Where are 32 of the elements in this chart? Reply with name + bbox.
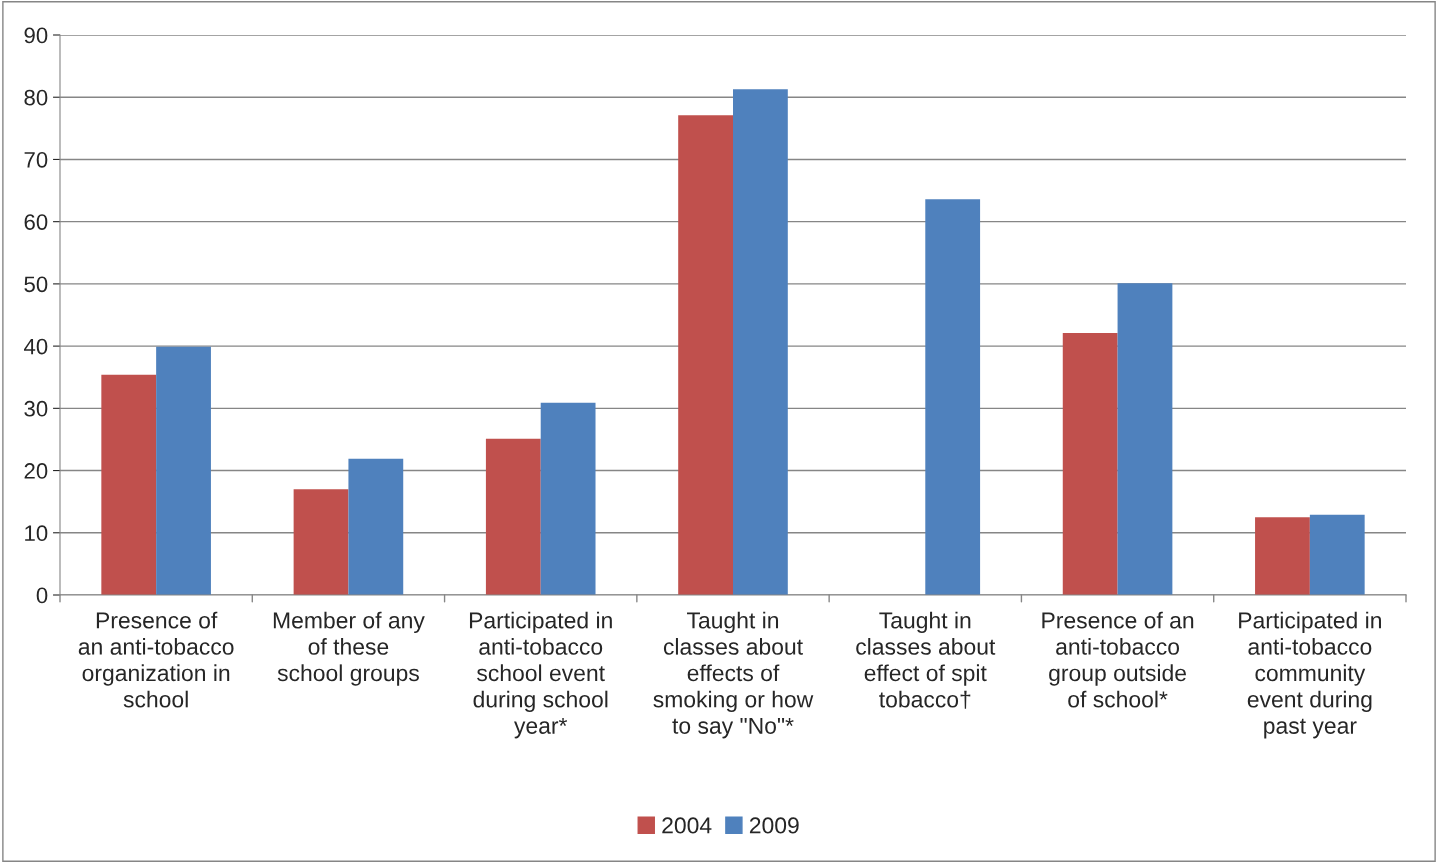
x-tick-label: Participated in anti-tobacco school event during school year* (469, 611, 612, 739)
bar (925, 199, 981, 595)
bar (101, 374, 157, 595)
legend-label: 2004 (662, 817, 712, 834)
bar (293, 489, 349, 595)
y-tick-label: 80 (24, 89, 48, 106)
y-tick-label: 70 (24, 151, 48, 168)
y-tick-label: 40 (23, 338, 48, 355)
x-tick-label: Presence of an anti-tobacco organization in school (78, 611, 234, 708)
bar (1117, 283, 1173, 595)
x-tick-label: Member of any of these school groups (273, 611, 425, 686)
y-tick-label: 20 (24, 463, 48, 479)
bar (485, 438, 541, 595)
y-tick-label: 10 (25, 525, 48, 542)
x-tick-label: Taught in classes about effects of smoking or how to say "No"* (653, 611, 814, 739)
bar (540, 402, 596, 595)
bar (348, 458, 404, 595)
bar (1255, 517, 1310, 595)
y-tick-label: 50 (24, 276, 48, 293)
x-tick-label: Taught in classes about effect of spit tobacco† (856, 611, 996, 709)
x-tick-label: Presence of an anti-tobacco group outside of school* (1042, 611, 1194, 708)
legend-label: 2009 (749, 817, 799, 834)
y-tick-label: 0 (36, 587, 48, 604)
bar (1309, 514, 1365, 595)
x-tick-label: Participated in anti-tobacco community event during past year (1239, 611, 1381, 739)
bar (1062, 333, 1118, 595)
bar (156, 346, 211, 595)
bar (678, 115, 733, 595)
y-tick-label: 60 (24, 214, 48, 230)
y-tick-label: 30 (24, 400, 48, 417)
y-tick-label: 90 (24, 27, 48, 44)
bar (733, 89, 788, 595)
